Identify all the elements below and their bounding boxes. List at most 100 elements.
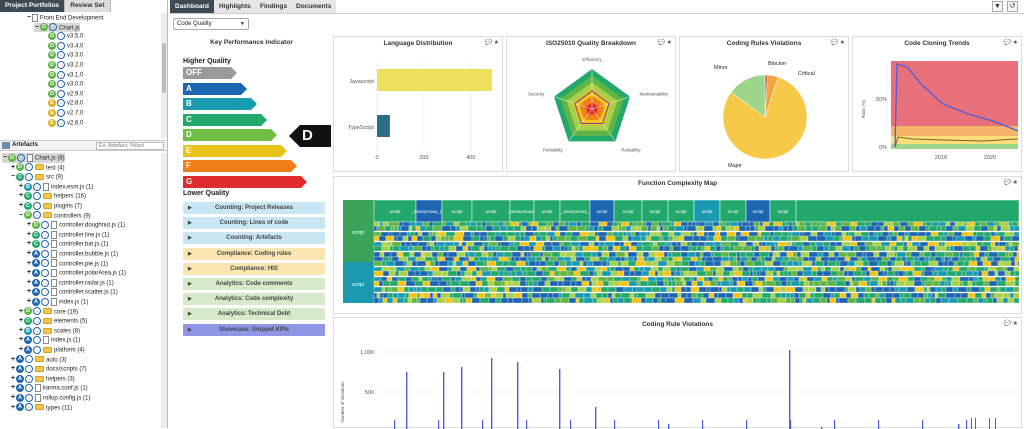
tree-item[interactable]: + C → controller.bar.js (1) — [26, 239, 108, 249]
tree-item[interactable]: + C → elements (5) — [18, 316, 87, 326]
expand-icon[interactable]: + — [26, 259, 32, 267]
expand-icon[interactable]: + — [26, 288, 32, 296]
treemap-cell — [796, 270, 804, 277]
expand-icon[interactable]: + — [18, 192, 24, 200]
tree-item[interactable]: D → v3.2.0 — [42, 61, 83, 71]
expand-icon[interactable]: + — [26, 230, 32, 238]
expand-icon[interactable]: + — [18, 326, 24, 334]
tree-item[interactable]: + A → index.js (1) — [18, 335, 80, 345]
tree-item[interactable]: + C → helpers (16) — [18, 191, 86, 201]
tree-item[interactable]: + A → types (11) — [10, 403, 72, 413]
kpi-button[interactable]: ▶ Counting: Artefacts — [183, 232, 325, 245]
tree-item[interactable]: D → v3.5.0 — [42, 32, 83, 42]
tree-item[interactable]: + A → auto (3) — [10, 355, 67, 365]
tree-item[interactable]: E → v2.8.0 — [42, 99, 83, 109]
tree-item[interactable]: D → v3.4.0 — [42, 41, 83, 52]
panel-icons[interactable]: 💬 ★ — [1003, 180, 1018, 186]
tree-item[interactable]: + D → test (4) — [10, 163, 65, 173]
treemap-cell — [919, 297, 926, 303]
tree-item[interactable]: E → v2.6.0 — [42, 118, 83, 129]
tree-item[interactable]: D → v3.3.0 — [42, 51, 83, 61]
expand-icon[interactable]: + — [18, 317, 24, 325]
expand-icon[interactable]: + — [10, 384, 16, 392]
expand-icon[interactable]: + — [10, 394, 16, 401]
tree-item[interactable]: D → v3.0.0 — [42, 80, 83, 90]
expand-icon[interactable]: + — [18, 202, 24, 209]
expand-icon[interactable]: + — [10, 355, 16, 363]
expand-icon[interactable]: + — [26, 240, 32, 248]
kpi-button[interactable]: ▶ Counting: Lines of code — [183, 217, 325, 230]
expand-icon[interactable]: + — [10, 163, 16, 171]
artefact-scrollbar[interactable] — [161, 153, 167, 428]
tab-findings[interactable]: Findings — [255, 0, 293, 13]
tree-item[interactable]: + A → rollup.config.js (1) — [10, 393, 90, 403]
tree-item[interactable]: D → v2.9.0 — [42, 89, 83, 100]
tree-item[interactable]: + A → controller.pie.js (1) — [26, 259, 108, 269]
tree-item[interactable]: E → v2.7.0 — [42, 109, 83, 119]
expand-icon[interactable]: + — [26, 250, 32, 257]
tab-highlights[interactable]: Highlights — [214, 0, 256, 13]
panel-icons[interactable]: 💬 ★ — [830, 40, 845, 46]
tree-item[interactable]: + A → index.js (1) — [26, 297, 88, 307]
expand-icon[interactable]: + — [18, 182, 24, 190]
tree-item[interactable]: + A → helpers (3) — [10, 374, 75, 384]
kpi-button[interactable]: ▶ Counting: Project Releases — [183, 202, 325, 214]
tree-item[interactable]: + C → plugins (7) — [18, 201, 82, 211]
coding-rules-violations-panel: Coding Rules Violations 💬 ★ Blocker Criti… — [679, 36, 849, 172]
tree-item[interactable]: − D → Chart.js (8) — [2, 153, 65, 163]
artefacts-search-input[interactable] — [96, 142, 164, 150]
tree-item[interactable]: + D → core (19) — [18, 307, 78, 317]
collapse-icon[interactable]: − — [10, 173, 16, 181]
tree-item[interactable]: + D → controller.doughnut.js (1) — [26, 220, 125, 230]
tree-item[interactable]: + A → controller.bubble.js (1) — [26, 249, 118, 259]
expand-icon[interactable]: + — [26, 269, 32, 277]
tree-item[interactable]: + B → index.esm.js (1) — [18, 182, 93, 192]
filter-icon[interactable]: ▼ — [992, 1, 1003, 12]
tree-item[interactable]: − C → src (9) — [10, 172, 63, 182]
tree-item[interactable]: + A → controller.polarArea.js (1) — [26, 268, 126, 278]
expand-icon[interactable]: + — [10, 403, 16, 411]
tree-item[interactable]: + A → docs/scripts (7) — [10, 364, 87, 374]
tree-item[interactable]: + A → controller.radar.js (1) — [26, 278, 114, 288]
portfolio-scroll-thumb[interactable] — [162, 43, 166, 93]
collapse-icon[interactable]: − — [26, 14, 32, 21]
tab-review-set[interactable]: Review Set — [65, 0, 111, 12]
tree-item[interactable]: + A → controller.scatter.js (1) — [26, 287, 118, 297]
portfolio-scrollbar[interactable] — [161, 13, 167, 138]
expand-icon[interactable]: + — [18, 336, 24, 344]
expand-icon[interactable]: + — [18, 307, 24, 315]
tree-item[interactable]: − D → Chart.js — [34, 22, 80, 33]
panel-icons[interactable]: 💬 ★ — [1003, 40, 1018, 46]
tree-item[interactable]: + B → scales (8) — [18, 326, 80, 336]
tab-dashboard[interactable]: Dashboard — [170, 0, 214, 13]
history-icon[interactable]: ↺ — [1007, 1, 1018, 12]
kpi-button[interactable]: ▶ Compliance: Coding rules — [183, 247, 325, 260]
kpi-button[interactable]: ▶ Analytics: Code complexity — [183, 293, 325, 306]
tree-item[interactable]: D → v3.1.0 — [42, 70, 83, 81]
panel-icons[interactable]: 💬 ★ — [484, 40, 499, 46]
kpi-button[interactable]: ▶ Showcase: Snippet KPIs — [183, 323, 325, 336]
expand-icon[interactable]: + — [10, 365, 16, 373]
tab-documents[interactable]: Documents — [291, 0, 337, 13]
tab-project-portfolios[interactable]: Project Portfolios — [0, 0, 66, 12]
tree-item[interactable]: + A → platform (4) — [18, 345, 85, 355]
expand-icon[interactable]: + — [26, 278, 32, 286]
tree-item[interactable]: + A → karma.conf.js (1) — [10, 383, 88, 393]
collapse-icon[interactable]: − — [18, 211, 24, 219]
collapse-icon[interactable]: − — [2, 154, 8, 161]
tree-item[interactable]: − Front End Development — [26, 13, 103, 23]
collapse-icon[interactable]: − — [34, 23, 40, 31]
kpi-button[interactable]: ▶ Analytics: Technical Debt — [183, 308, 325, 321]
panel-icons[interactable]: 💬 ★ — [657, 40, 672, 46]
kpi-button[interactable]: ▶ Analytics: Code comments — [183, 278, 325, 290]
tree-item[interactable]: + C → controller.line.js (1) — [26, 230, 109, 240]
view-select[interactable]: Code Quality ▼ — [173, 18, 249, 30]
kpi-button[interactable]: ▶ Compliance: HIS — [183, 262, 325, 275]
panel-icons[interactable]: 💬 ★ — [1003, 321, 1018, 327]
expand-icon[interactable]: + — [26, 298, 32, 305]
tree-item[interactable]: − D → controllers (9) — [18, 211, 91, 221]
expand-icon[interactable]: + — [18, 346, 24, 353]
expand-icon[interactable]: + — [26, 221, 32, 229]
expand-icon[interactable]: + — [10, 374, 16, 382]
